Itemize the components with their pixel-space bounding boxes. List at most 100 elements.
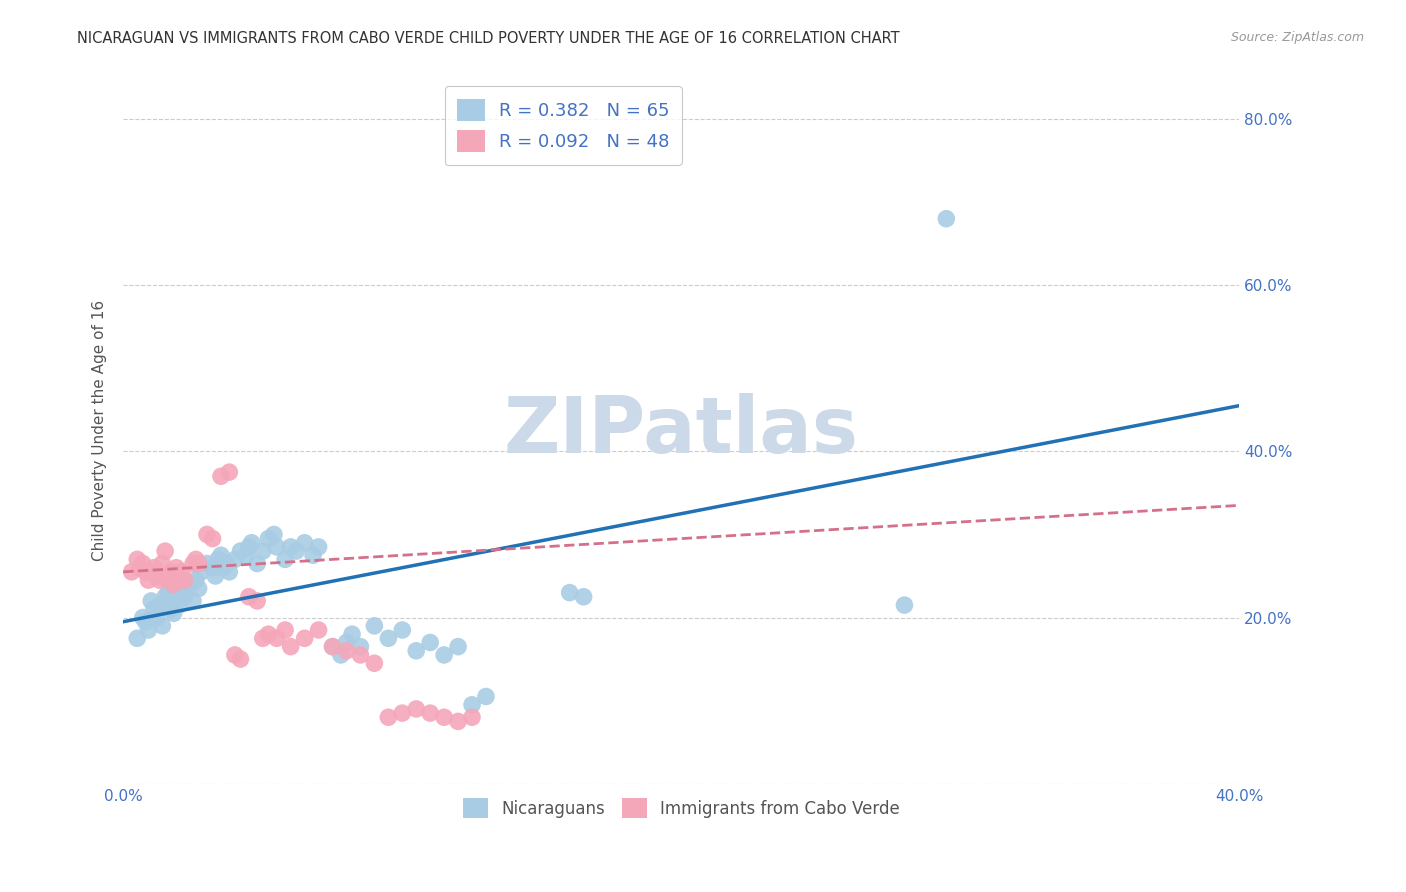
Point bbox=[274, 552, 297, 566]
Point bbox=[363, 657, 385, 671]
Point bbox=[266, 632, 288, 646]
Point bbox=[349, 648, 371, 662]
Point bbox=[419, 706, 441, 720]
Point bbox=[132, 610, 155, 624]
Text: Source: ZipAtlas.com: Source: ZipAtlas.com bbox=[1230, 31, 1364, 45]
Point bbox=[132, 557, 155, 571]
Point bbox=[187, 582, 209, 596]
Point bbox=[349, 640, 371, 654]
Point bbox=[165, 560, 187, 574]
Point bbox=[176, 582, 198, 596]
Point bbox=[148, 573, 170, 587]
Point bbox=[156, 585, 179, 599]
Point bbox=[322, 640, 344, 654]
Point bbox=[433, 710, 456, 724]
Point bbox=[229, 544, 252, 558]
Point bbox=[461, 698, 484, 712]
Point bbox=[935, 211, 957, 226]
Point bbox=[218, 465, 240, 479]
Point bbox=[159, 565, 181, 579]
Point bbox=[135, 615, 157, 629]
Point bbox=[195, 557, 218, 571]
Point bbox=[212, 560, 235, 574]
Point bbox=[150, 619, 173, 633]
Point bbox=[141, 594, 163, 608]
Point bbox=[246, 557, 269, 571]
Legend: Nicaraguans, Immigrants from Cabo Verde: Nicaraguans, Immigrants from Cabo Verde bbox=[456, 791, 907, 825]
Point bbox=[179, 577, 201, 591]
Point bbox=[229, 652, 252, 666]
Y-axis label: Child Poverty Under the Age of 16: Child Poverty Under the Age of 16 bbox=[93, 300, 107, 561]
Point bbox=[148, 598, 170, 612]
Point bbox=[170, 585, 193, 599]
Point bbox=[447, 714, 470, 729]
Point bbox=[252, 544, 274, 558]
Point bbox=[274, 623, 297, 637]
Point bbox=[153, 544, 176, 558]
Point bbox=[127, 632, 149, 646]
Point bbox=[419, 635, 441, 649]
Point bbox=[201, 532, 224, 546]
Point bbox=[240, 535, 263, 549]
Point bbox=[238, 540, 260, 554]
Point bbox=[391, 706, 413, 720]
Point bbox=[209, 548, 232, 562]
Point bbox=[156, 573, 179, 587]
Point bbox=[302, 548, 325, 562]
Point bbox=[141, 565, 163, 579]
Point bbox=[173, 573, 195, 587]
Point bbox=[135, 565, 157, 579]
Point bbox=[461, 710, 484, 724]
Point bbox=[165, 594, 187, 608]
Point bbox=[159, 602, 181, 616]
Point bbox=[893, 598, 915, 612]
Point bbox=[173, 590, 195, 604]
Point bbox=[433, 648, 456, 662]
Point bbox=[190, 565, 212, 579]
Point bbox=[377, 710, 399, 724]
Point bbox=[138, 623, 160, 637]
Point bbox=[181, 594, 204, 608]
Point bbox=[246, 594, 269, 608]
Text: NICARAGUAN VS IMMIGRANTS FROM CABO VERDE CHILD POVERTY UNDER THE AGE OF 16 CORRE: NICARAGUAN VS IMMIGRANTS FROM CABO VERDE… bbox=[77, 31, 900, 46]
Point bbox=[215, 557, 238, 571]
Point bbox=[280, 640, 302, 654]
Point bbox=[150, 557, 173, 571]
Point bbox=[447, 640, 470, 654]
Point bbox=[224, 552, 246, 566]
Point bbox=[335, 644, 357, 658]
Point bbox=[572, 590, 595, 604]
Point bbox=[162, 577, 184, 591]
Point bbox=[127, 552, 149, 566]
Point bbox=[340, 627, 363, 641]
Point bbox=[218, 565, 240, 579]
Point bbox=[167, 598, 190, 612]
Point bbox=[184, 573, 207, 587]
Point bbox=[252, 632, 274, 646]
Point bbox=[187, 557, 209, 571]
Point bbox=[475, 690, 498, 704]
Point bbox=[280, 540, 302, 554]
Point bbox=[335, 635, 357, 649]
Point bbox=[294, 632, 316, 646]
Point bbox=[143, 602, 166, 616]
Point bbox=[121, 565, 143, 579]
Point bbox=[405, 702, 427, 716]
Point bbox=[224, 648, 246, 662]
Point bbox=[167, 573, 190, 587]
Point bbox=[195, 527, 218, 541]
Point bbox=[322, 640, 344, 654]
Point bbox=[391, 623, 413, 637]
Point bbox=[294, 535, 316, 549]
Point bbox=[558, 585, 581, 599]
Point bbox=[184, 552, 207, 566]
Point bbox=[263, 527, 285, 541]
Point bbox=[209, 469, 232, 483]
Point bbox=[257, 532, 280, 546]
Text: ZIPatlas: ZIPatlas bbox=[503, 392, 859, 468]
Point bbox=[238, 590, 260, 604]
Point bbox=[257, 627, 280, 641]
Point bbox=[146, 610, 169, 624]
Point bbox=[153, 590, 176, 604]
Point bbox=[308, 540, 330, 554]
